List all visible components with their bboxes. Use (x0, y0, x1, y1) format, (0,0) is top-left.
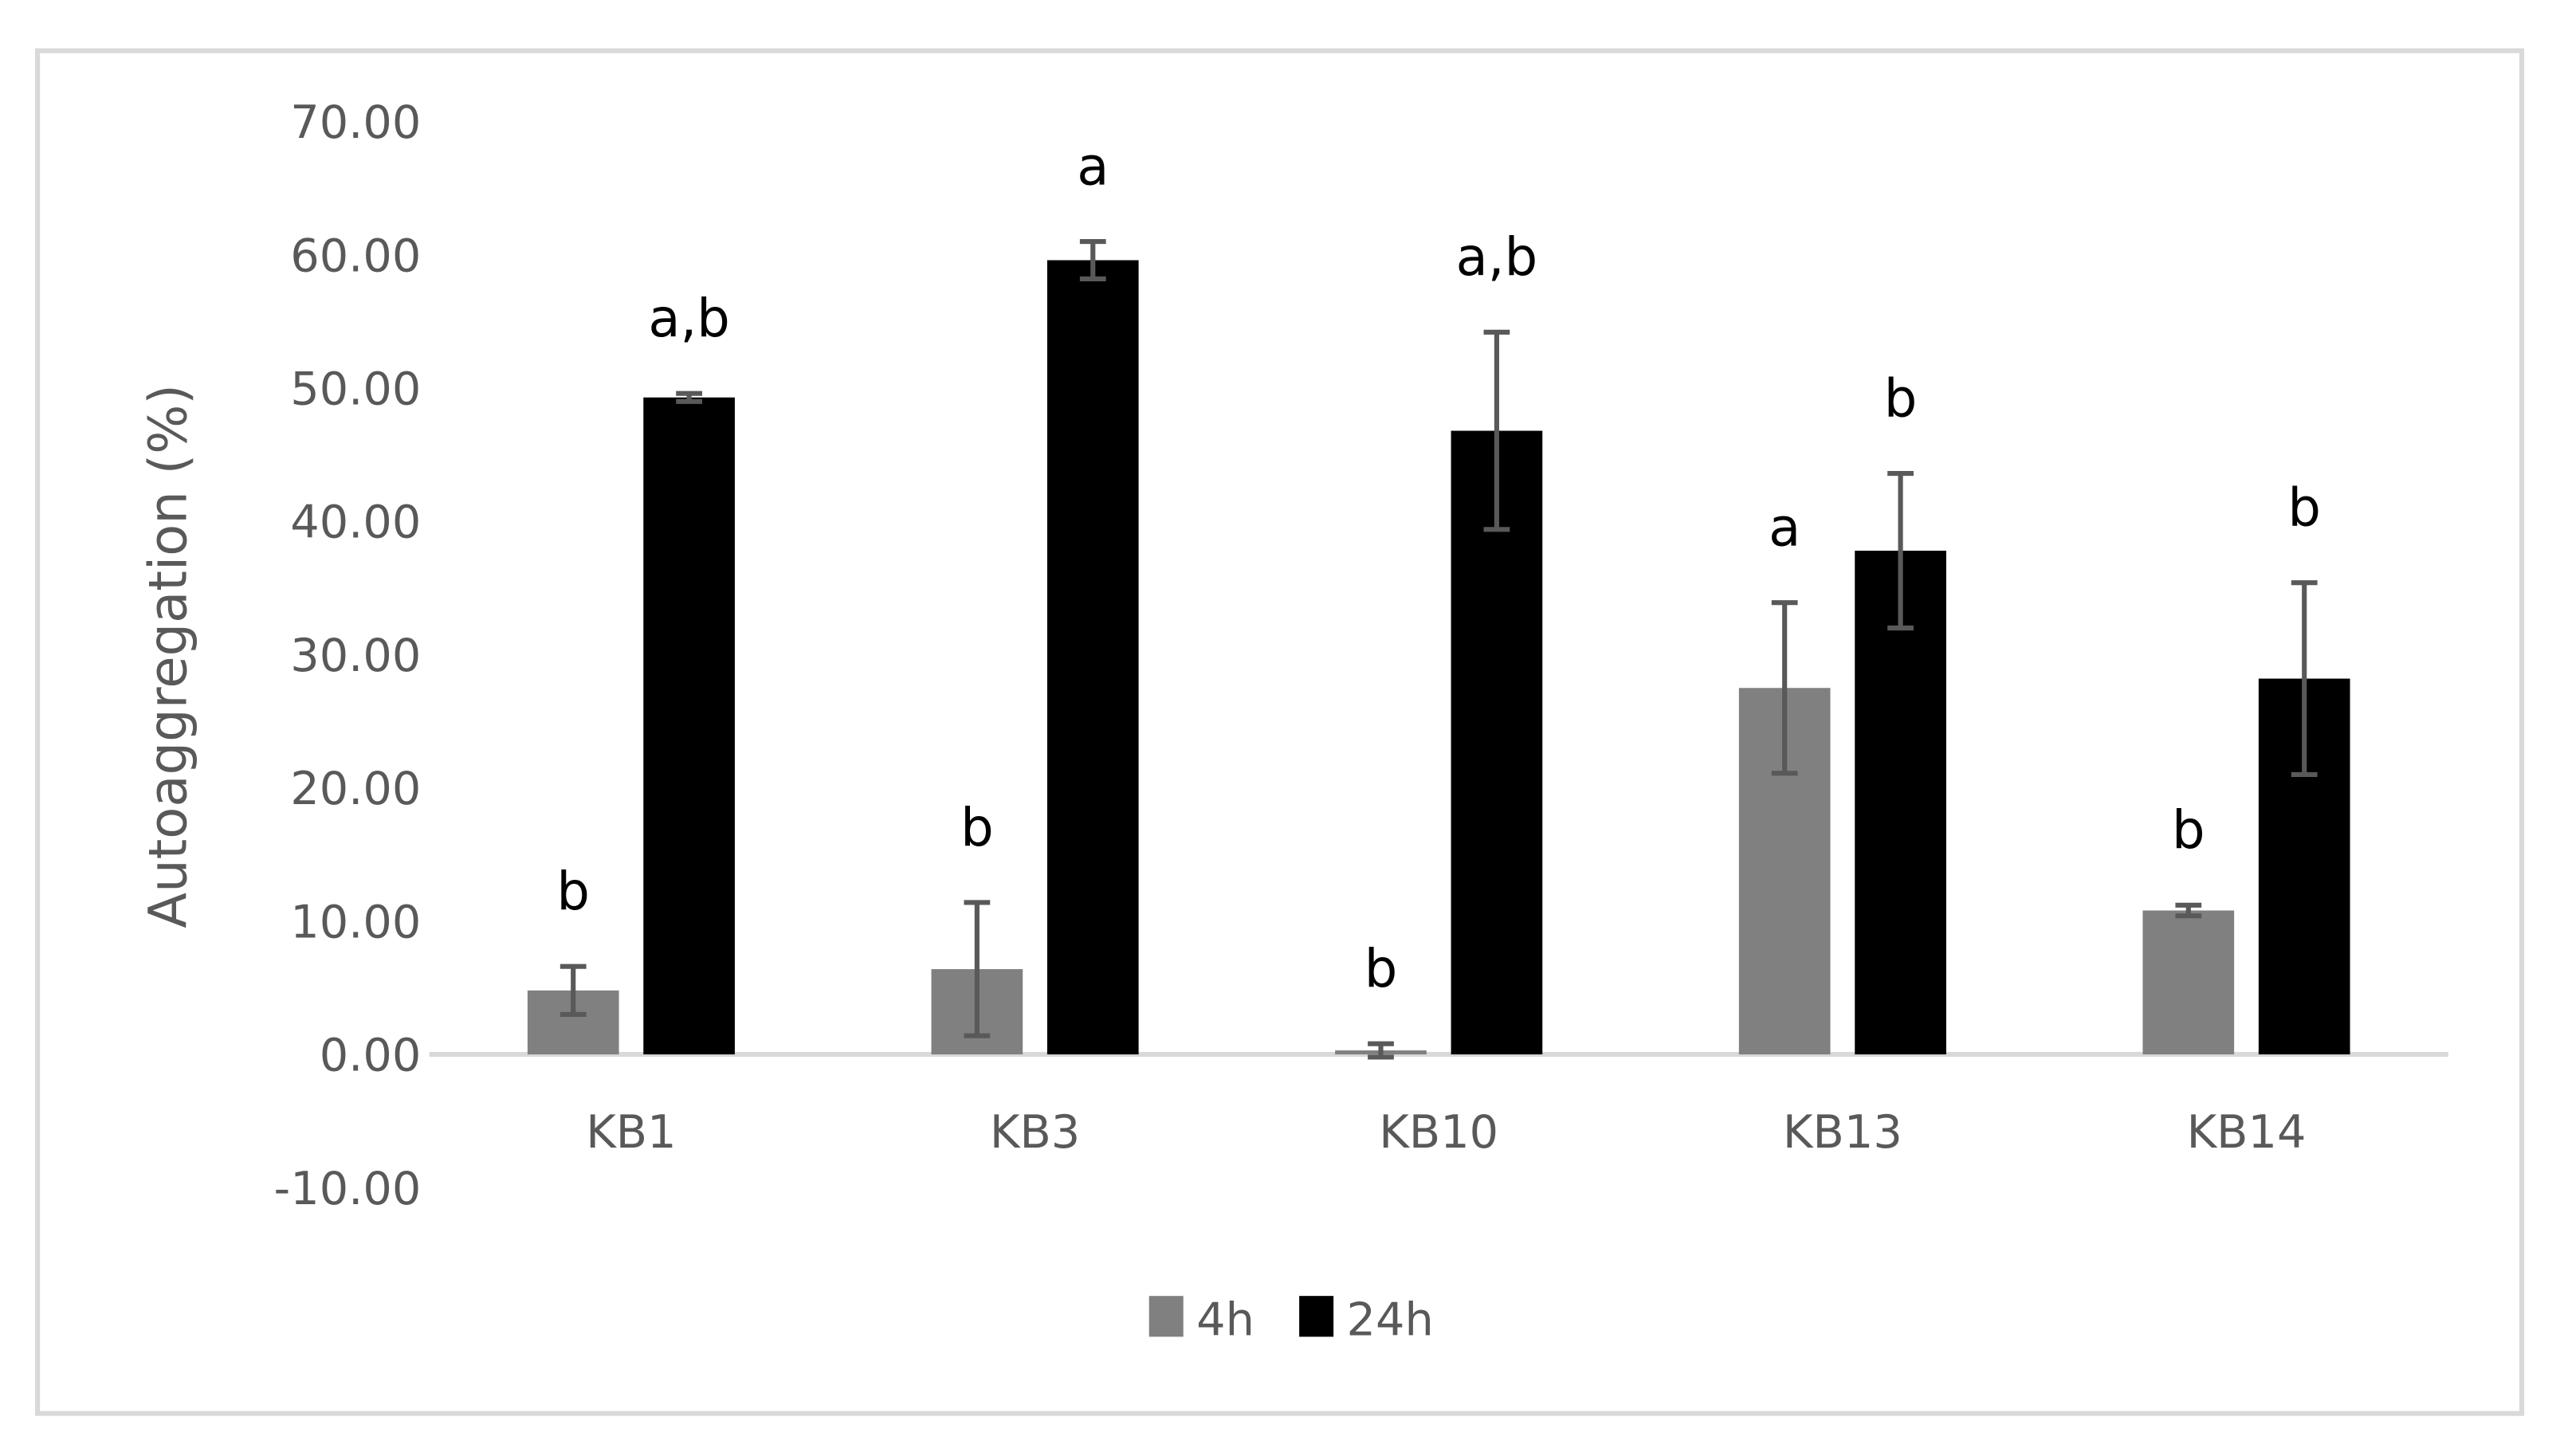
x-tick-label: KB14 (2187, 1105, 2307, 1159)
category-group-kb1: b a,b KB1 (527, 288, 735, 1159)
y-tick-label: -10.00 (274, 1162, 422, 1215)
significance-label: b (960, 798, 994, 858)
bar-24h-kb3 (1046, 260, 1139, 1055)
category-group-kb13: a b KB13 (1738, 368, 1946, 1159)
y-tick-label: 0.00 (320, 1029, 422, 1082)
category-group-kb10: b a,b KB10 (1335, 227, 1543, 1159)
y-tick-label: 10.00 (290, 895, 421, 948)
significance-label: a,b (648, 288, 730, 349)
significance-label: a,b (1456, 227, 1538, 288)
legend-label-4h: 4h (1196, 1293, 1254, 1346)
y-tick-label: 50.00 (290, 363, 421, 416)
y-axis-title: Autoaggregation (%) (138, 384, 198, 928)
y-tick-label: 20.00 (290, 762, 421, 815)
y-axis: -10.00 0.00 10.00 20.00 30.00 40.00 50.00 60.00… (274, 96, 422, 1215)
x-tick-label: KB1 (586, 1105, 676, 1159)
bar-24h-kb1 (643, 397, 735, 1055)
chart-frame (35, 48, 2525, 1416)
legend-swatch-24h (1299, 1296, 1334, 1337)
legend-label-24h: 24h (1347, 1293, 1434, 1346)
significance-label: b (2287, 477, 2321, 538)
y-tick-label: 70.00 (290, 96, 421, 149)
x-tick-label: KB13 (1783, 1105, 1902, 1159)
category-group-kb14: b b KB14 (2142, 477, 2350, 1159)
legend: 4h 24h (1148, 1293, 1434, 1346)
y-tick-label: 30.00 (290, 629, 421, 682)
significance-label: b (1884, 368, 1918, 429)
x-tick-label: KB3 (990, 1105, 1080, 1159)
significance-label: b (556, 861, 590, 922)
bar-4h-kb14 (2142, 910, 2235, 1055)
significance-label: b (1364, 939, 1398, 999)
x-tick-label: KB10 (1379, 1105, 1498, 1159)
legend-swatch-4h (1148, 1296, 1184, 1337)
bar-24h-kb10 (1451, 430, 1543, 1055)
plot-area: b a,b KB1 b a KB3 b a,b KB10 a b KB13 b b KB14 (429, 136, 2448, 1159)
bar-24h-kb13 (1855, 551, 1946, 1055)
significance-label: b (2172, 800, 2205, 861)
significance-label: a (1077, 136, 1109, 197)
significance-label: a (1769, 498, 1800, 559)
category-group-kb3: b a KB3 (931, 136, 1139, 1159)
y-tick-label: 40.00 (290, 496, 421, 549)
y-tick-label: 60.00 (290, 229, 421, 282)
